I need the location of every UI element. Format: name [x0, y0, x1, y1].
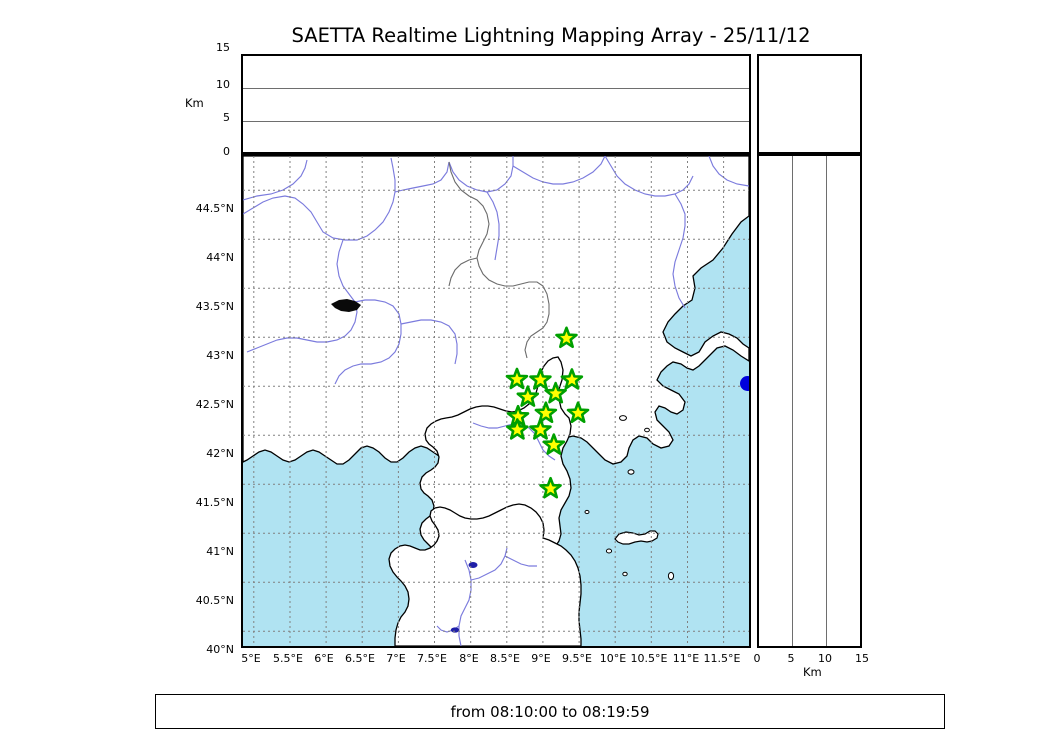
lma-station-markers: [505, 326, 590, 499]
lon-tick-9-5: 9.5°E: [562, 652, 592, 665]
gridline-km-10: [826, 156, 827, 646]
lon-tick-11: 11°E: [672, 652, 700, 665]
alt-tick-5: 5: [223, 111, 230, 124]
lon-tick-7: 7°E: [386, 652, 406, 665]
lma-station-star: [516, 385, 540, 407]
lon-tick-5-5: 5.5°E: [273, 652, 303, 665]
lon-tick-10-5: 10.5°E: [630, 652, 668, 665]
alt-tick-0: 0: [223, 145, 230, 158]
corner-panel[interactable]: [757, 54, 862, 154]
lon-tick-11-5: 11.5°E: [703, 652, 741, 665]
altitude-axis-label: Km: [185, 96, 204, 110]
alt-tick-15: 15: [216, 41, 230, 54]
lat-tick-41: 41°N: [206, 545, 234, 558]
lat-tick-42: 42°N: [206, 447, 234, 460]
lon-tick-6-5: 6.5°E: [345, 652, 375, 665]
altitude-longitude-panel[interactable]: [241, 54, 751, 154]
lma-station-star: [544, 381, 567, 404]
lma-station-star: [555, 326, 578, 349]
status-text: from 08:10:00 to 08:19:59: [450, 702, 650, 721]
lat-tick-44: 44°N: [206, 251, 234, 264]
lma-station-star: [534, 401, 558, 424]
lat-tick-40: 40°N: [206, 643, 234, 656]
gridline-alt-5: [243, 121, 749, 122]
map-graphic: [243, 156, 749, 646]
lma-station-star: [566, 401, 590, 424]
km-axis-label-right: Km: [803, 665, 822, 679]
altitude-latitude-panel[interactable]: [757, 154, 862, 648]
lat-tick-43: 43°N: [206, 349, 234, 362]
lat-tick-44-5: 44.5°N: [195, 202, 234, 215]
gridline-km-5: [792, 156, 793, 646]
lat-tick-40-5: 40.5°N: [195, 594, 234, 607]
lon-tick-6: 6°E: [314, 652, 334, 665]
lma-station-star: [542, 433, 566, 455]
lma-station-star: [529, 368, 552, 390]
km-tick-5: 5: [787, 652, 795, 665]
page-title: SAETTA Realtime Lightning Mapping Array …: [291, 24, 811, 47]
lon-tick-10: 10°E: [599, 652, 627, 665]
lma-station-star: [529, 418, 552, 440]
km-tick-15: 15: [855, 652, 869, 665]
lma-station-star: [539, 476, 562, 499]
lon-tick-8: 8°E: [459, 652, 479, 665]
lma-station-star: [560, 368, 584, 390]
lon-tick-7-5: 7.5°E: [417, 652, 447, 665]
lon-tick-9: 9°E: [531, 652, 551, 665]
alt-tick-10: 10: [216, 78, 230, 91]
lma-station-star: [506, 418, 529, 440]
lightning-source-marker: [740, 375, 749, 391]
lon-tick-8-5: 8.5°E: [490, 652, 520, 665]
km-tick-0: 0: [753, 652, 761, 665]
lon-tick-5: 5°E: [241, 652, 261, 665]
gridline-alt-10: [243, 88, 749, 89]
map-panel[interactable]: [241, 154, 751, 648]
lat-tick-43-5: 43.5°N: [195, 300, 234, 313]
km-tick-10: 10: [818, 652, 832, 665]
status-bar: from 08:10:00 to 08:19:59: [155, 694, 945, 729]
lma-station-star: [505, 367, 529, 390]
lat-tick-42-5: 42.5°N: [195, 398, 234, 411]
lat-tick-41-5: 41.5°N: [195, 496, 234, 509]
